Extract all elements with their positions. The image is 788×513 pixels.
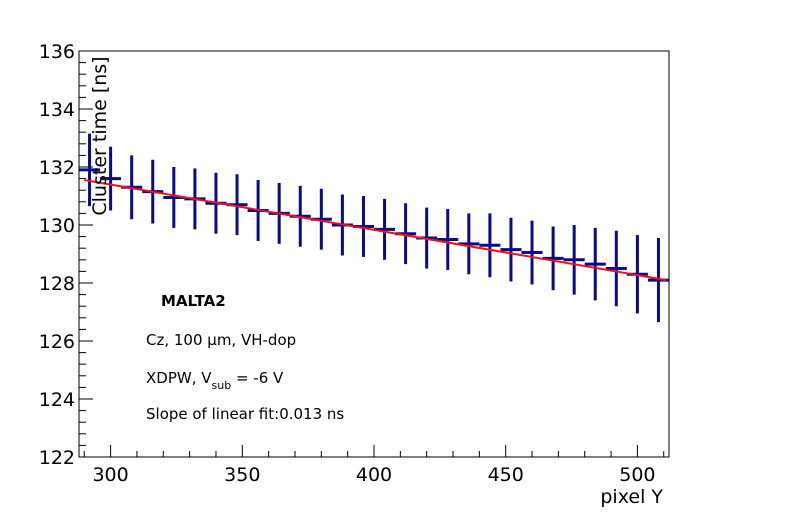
data-point	[563, 225, 585, 295]
axis-ticks	[79, 50, 665, 458]
sample-label: Cz, 100 μm, VH-dop	[146, 331, 296, 349]
data-point	[458, 213, 480, 275]
experiment-label: MALTA2	[161, 292, 226, 310]
data-point	[374, 198, 396, 260]
x-axis-title: pixel Y	[600, 486, 663, 508]
data-point	[500, 217, 522, 282]
y-axis-title: Cluster time [ns]	[89, 56, 111, 215]
x-tick-label: 300	[92, 464, 128, 486]
x-tick-label: 500	[619, 464, 655, 486]
data-point	[100, 146, 122, 211]
bias-label-prefix: XDPW, V	[146, 369, 212, 387]
x-tick-label: 450	[488, 464, 524, 486]
y-tick-label: 132	[39, 157, 75, 179]
bias-label-suffix: = -6 V	[231, 369, 284, 387]
bias-label: XDPW, Vsub = -6 V	[146, 369, 284, 392]
y-tick-label: 122	[39, 447, 75, 469]
data-point	[521, 220, 543, 285]
tick-labels: 300 350 400 450 500 122 124 126 128 130 132 134 136	[39, 41, 656, 486]
data-point	[584, 227, 606, 301]
data-point	[542, 226, 564, 291]
fit-line	[84, 179, 667, 282]
x-tick-label: 350	[224, 464, 260, 486]
data-point	[479, 213, 501, 278]
bias-label-subscript: sub	[212, 379, 232, 392]
data-point	[79, 133, 101, 207]
y-tick-label: 134	[39, 99, 75, 121]
plot-frame	[78, 50, 670, 458]
fit-series	[84, 179, 667, 282]
y-tick-label: 124	[39, 389, 75, 411]
data-point	[605, 230, 627, 307]
y-tick-label: 128	[39, 273, 75, 295]
x-tick-label: 400	[356, 464, 392, 486]
slope-label: Slope of linear fit:0.013 ns	[146, 405, 344, 423]
data-point	[437, 209, 459, 270]
y-tick-label: 126	[39, 331, 75, 353]
y-tick-label: 136	[39, 41, 75, 63]
y-tick-label: 130	[39, 215, 75, 237]
